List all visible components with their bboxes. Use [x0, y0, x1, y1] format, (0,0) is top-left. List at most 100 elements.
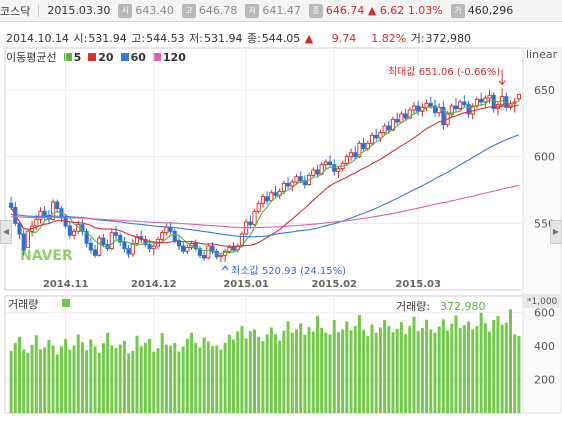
info-change: 9.74: [331, 31, 357, 45]
info-close: 544.05: [261, 31, 301, 45]
candle-body: [453, 105, 459, 110]
info-volume: 372,980: [425, 31, 472, 45]
volume-bar: [273, 334, 277, 413]
candle-body: [508, 102, 513, 108]
volume-bar: [383, 320, 387, 413]
ma-label[interactable]: 이동평균선: [6, 51, 57, 64]
max-value-arrow: [498, 70, 506, 86]
scroll-left-arrow-icon[interactable]: ◀: [0, 220, 12, 244]
info-high-label: 고:: [131, 32, 146, 45]
candle-body: [97, 237, 102, 256]
candle-body: [193, 242, 198, 250]
candle-body: [231, 246, 236, 251]
candle-body: [374, 134, 379, 139]
candle-body: [109, 232, 114, 250]
volume-bar: [110, 345, 114, 413]
volume-bar: [97, 352, 101, 413]
candle-body: [134, 236, 140, 244]
volume-bar: [202, 337, 206, 413]
candle-body: [256, 202, 261, 212]
info-change-pct: 1.82%: [371, 31, 407, 45]
candle-body: [315, 169, 320, 175]
volume-bar: [366, 336, 370, 413]
ma5-line: [10, 99, 520, 255]
volume-bar: [336, 332, 340, 413]
ma20-swatch: [88, 53, 97, 61]
volume-bar: [261, 341, 265, 413]
volume-bar: [76, 334, 80, 413]
scroll-right-arrow-icon[interactable]: ▶: [550, 220, 562, 244]
candle-body: [487, 94, 492, 99]
ma60-label[interactable]: 60: [130, 50, 146, 64]
volume-bar: [286, 321, 290, 413]
volume-bar: [420, 328, 424, 413]
volume-bar: [454, 315, 458, 413]
volume-bar: [479, 312, 483, 413]
x-tick-label: 2015.02: [311, 279, 357, 290]
x-tick-label: 2015.01: [223, 279, 269, 290]
volume-bar: [450, 323, 454, 413]
ma5-label[interactable]: 5: [73, 50, 82, 64]
high-icon: 고: [181, 3, 196, 18]
volume-bar: [211, 346, 215, 413]
volume-bar: [185, 338, 189, 413]
candle-body: [17, 222, 22, 235]
volume-bar: [169, 345, 173, 413]
unit-label-bg: [523, 294, 561, 308]
candle-body: [218, 254, 223, 258]
crosshair-info-bar: 2014.10.14 시: 531.94 고: 544.53 저: 531.94 종:…: [6, 30, 476, 46]
candle-body: [67, 225, 72, 236]
volume-bar: [93, 346, 97, 413]
volume-bar: [303, 334, 307, 413]
candle-body: [390, 118, 396, 131]
volume-bar: [135, 335, 139, 413]
candle-body: [474, 98, 479, 107]
info-low-label: 저:: [189, 32, 203, 45]
candle-body: [462, 101, 467, 106]
candle-body: [403, 113, 408, 119]
candle-body: [382, 125, 387, 134]
ma120-label[interactable]: 120: [162, 50, 186, 64]
candle-body: [416, 105, 421, 112]
volume-bar: [253, 329, 257, 413]
price-panel-frame: [4, 47, 524, 291]
volume-bar: [345, 321, 349, 413]
candle-body: [151, 245, 156, 250]
x-tick-label: 2015.03: [395, 279, 441, 290]
volume-bar: [429, 329, 433, 413]
max-value-annotation: 최대값 651.06 (-0.66%): [388, 66, 500, 78]
volume-bar: [433, 332, 437, 413]
candle-body: [336, 168, 341, 172]
open-icon: 시: [118, 3, 133, 18]
index-name[interactable]: 코스닥: [0, 4, 31, 18]
volume-bar: [13, 342, 17, 413]
volume-bar: [408, 326, 412, 413]
volume-icon: 거: [450, 3, 465, 18]
volume-legend-value: 372,980: [440, 300, 486, 313]
price-tick-label: 650: [534, 84, 555, 97]
volume-bar: [492, 320, 496, 413]
volume-bar: [114, 347, 118, 413]
volume-bar: [353, 326, 357, 413]
volume-bar: [89, 339, 93, 413]
info-volume-label: 거:: [410, 32, 425, 45]
candle-body: [55, 201, 60, 210]
volume-bar: [148, 338, 152, 413]
volume-bar: [341, 329, 345, 413]
x-tick-label: 2014.11: [43, 279, 89, 290]
volume-bar: [357, 315, 361, 413]
candle-body: [432, 105, 438, 114]
volume-bar: [399, 322, 403, 413]
volume-bar: [475, 326, 479, 413]
ma20-label[interactable]: 20: [98, 50, 114, 64]
volume-bar: [55, 354, 59, 413]
candle-body: [181, 245, 186, 252]
volume-bar: [416, 331, 420, 413]
candle-body: [483, 97, 488, 103]
candle-body: [34, 218, 39, 227]
volume-bar: [64, 339, 68, 413]
volume-bar: [500, 324, 504, 413]
volume-bar: [160, 333, 164, 413]
volume-bar: [17, 336, 21, 413]
